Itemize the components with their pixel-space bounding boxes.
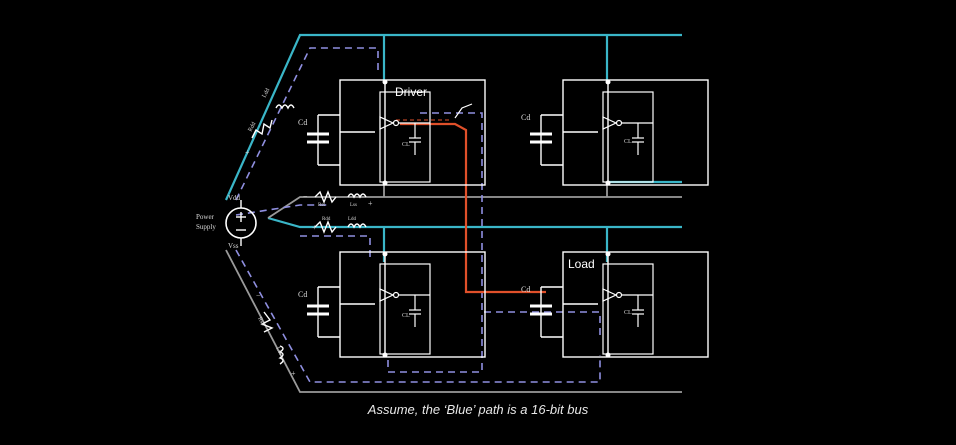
- lss-label-mid: Lss: [350, 203, 357, 208]
- plus-mid: +: [368, 199, 373, 208]
- driver-output-switch: [454, 103, 473, 119]
- vdd-label: Vdd: [228, 194, 241, 202]
- power-supply-label-2: Supply: [196, 223, 216, 231]
- dashed-return-path: [235, 47, 601, 383]
- power-supply-label-1: Power: [196, 213, 215, 221]
- top-right-cell: [528, 78, 710, 187]
- rdd-label-top: Rdd: [247, 121, 257, 133]
- ldd-label-top: Ldd: [261, 88, 271, 99]
- minus-bottom: −: [256, 291, 261, 300]
- cl-label-driver: CL: [402, 142, 410, 148]
- minus-mid: −: [303, 192, 308, 201]
- load-label: Load: [568, 257, 595, 271]
- parasitic-elements: [251, 104, 367, 365]
- vss-label: Vss: [228, 242, 239, 250]
- rss-label-bottom: Rss: [256, 316, 266, 327]
- cd-label-top-right: Cd: [521, 113, 530, 122]
- ground-rails: [225, 182, 682, 393]
- rss-label-mid: Rss: [318, 203, 325, 208]
- cd-label-driver: Cd: [298, 118, 307, 127]
- driver-label: Driver: [395, 85, 427, 99]
- cl-label-load: CL: [624, 310, 632, 316]
- plus-top: +: [245, 148, 250, 157]
- cl-label-bottom-left: CL: [402, 313, 410, 319]
- cl-label-top-right: CL: [624, 139, 632, 145]
- plus-mid-lower: +: [312, 223, 317, 232]
- plus-bottom: +: [291, 369, 296, 378]
- blue-power-path: [224, 33, 682, 262]
- bottom-left-cell: [305, 250, 487, 359]
- ldd-label-mid: Ldd: [348, 217, 357, 222]
- power-supply: [225, 200, 257, 246]
- caption: Assume, the ‘Blue’ path is a 16-bit bus: [367, 402, 589, 417]
- cd-label-bottom-left: Cd: [298, 290, 307, 299]
- signal-path: [400, 122, 546, 294]
- load-cell: [528, 250, 710, 359]
- rdd-label-mid: Rdd: [322, 217, 331, 222]
- lss-label-bottom: Lss: [274, 346, 284, 357]
- cd-label-load: Cd: [521, 285, 530, 294]
